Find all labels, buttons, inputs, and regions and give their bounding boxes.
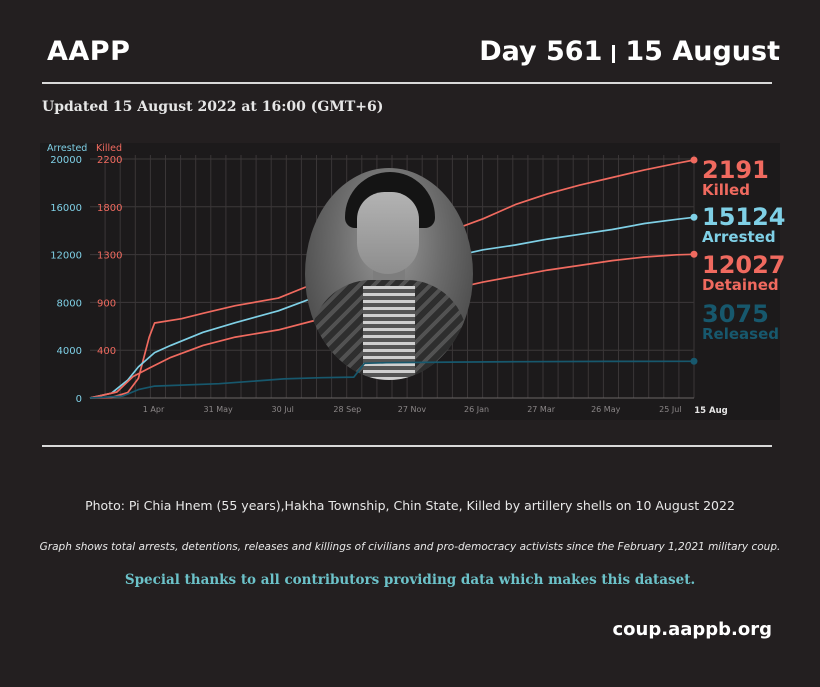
detained-end-point — [690, 250, 698, 258]
axis-labels: 20000 16000 12000 8000 4000 0 2200 1800 1300 900 4… — [47, 143, 728, 416]
detained-total: 12027 — [702, 251, 786, 279]
photo-caption: Photo: Pi Chia Hnem (55 years),Hakha Tow… — [85, 498, 735, 513]
arrested-label: Arrested — [702, 228, 776, 246]
killed-callout: 2191 Killed — [702, 158, 769, 198]
x-tick-label: 27 Nov — [398, 405, 427, 414]
graph-note: Graph shows total arrests, detentions, r… — [39, 541, 781, 553]
chart-foreground — [89, 357, 698, 399]
x-tick-label: 26 May — [591, 405, 621, 414]
killed-total: 2191 — [702, 156, 769, 184]
brand-title: AAPP — [47, 36, 131, 67]
x-tick-label: 28 Sep — [333, 405, 361, 414]
detained-label: Detained — [702, 276, 779, 294]
killed-label: Killed — [702, 181, 750, 199]
left-tick-label: 20000 — [50, 155, 82, 166]
x-tick-label: 25 Jul — [659, 405, 681, 414]
portrait-photo — [305, 168, 473, 380]
released-series-layer — [89, 357, 698, 399]
arrested-end-point — [690, 213, 698, 221]
right-tick-label: 1800 — [97, 203, 122, 214]
released-series-line — [89, 360, 695, 399]
bottom-divider — [42, 445, 772, 447]
left-axis-label: Arrested — [47, 143, 87, 154]
left-tick-label: 0 — [76, 394, 82, 405]
released-total: 3075 — [702, 300, 769, 328]
killed-end-point — [690, 156, 698, 164]
top-divider — [42, 82, 772, 84]
x-tick-label: 1 Apr — [143, 405, 165, 414]
x-end-label: 15 Aug — [694, 406, 728, 416]
right-tick-label: 2200 — [97, 155, 122, 166]
website-link[interactable]: coup.aappb.org — [612, 619, 773, 640]
left-tick-label: 4000 — [57, 346, 82, 357]
released-label: Released — [702, 325, 779, 343]
left-tick-label: 8000 — [57, 298, 82, 309]
left-tick-label: 12000 — [50, 251, 82, 262]
updated-timestamp: Updated 15 August 2022 at 16:00 (GMT+6) — [42, 99, 384, 115]
x-tick-label: 27 Mar — [527, 405, 556, 414]
detained-callout: 12027 Detained — [702, 253, 786, 293]
right-tick-label: 900 — [97, 298, 116, 309]
thanks-note: Special thanks to all contributors provi… — [124, 572, 696, 588]
x-tick-label: 26 Jan — [464, 405, 489, 414]
arrested-total: 15124 — [702, 203, 786, 231]
right-axis-label: Killed — [96, 143, 122, 154]
right-tick-label: 1300 — [97, 251, 122, 262]
date-label: 15 August — [625, 36, 780, 67]
arrested-callout: 15124 Arrested — [702, 205, 786, 245]
released-callout: 3075 Released — [702, 302, 779, 342]
day-counter: Day 561 — [479, 36, 603, 67]
x-tick-label: 30 Jul — [272, 405, 294, 414]
released-end-point — [690, 357, 698, 365]
right-tick-label: 400 — [97, 346, 116, 357]
x-tick-label: 31 May — [203, 405, 233, 414]
day-date-title: Day 561 15 August — [479, 36, 780, 67]
title-separator — [612, 44, 616, 63]
left-tick-label: 16000 — [50, 203, 82, 214]
